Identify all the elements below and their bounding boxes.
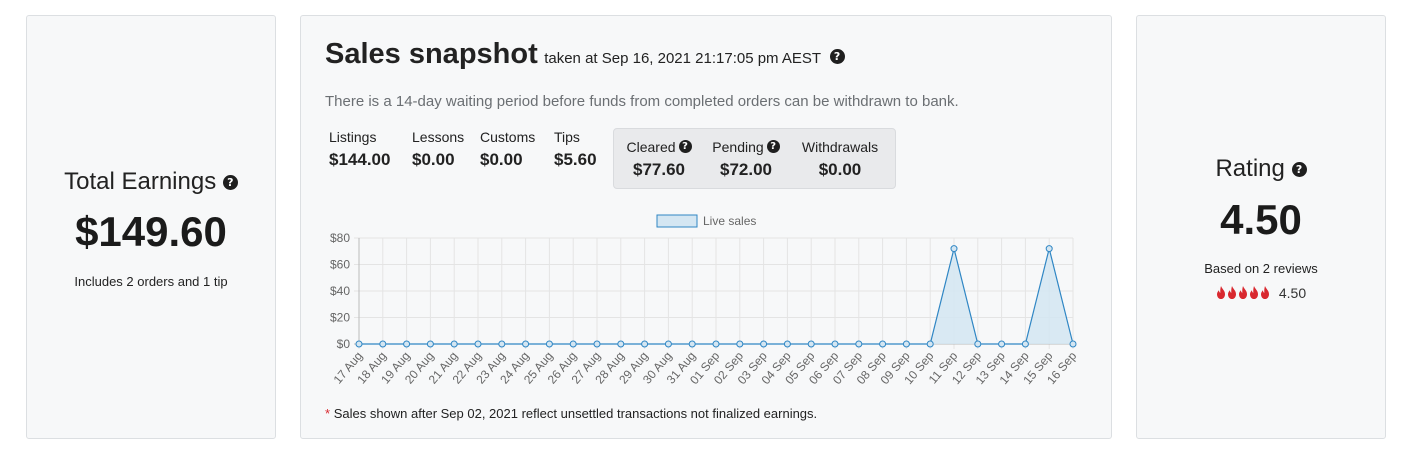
stat-tips: Tips $5.60 bbox=[554, 129, 597, 170]
rating-stars: 4.50 bbox=[1137, 285, 1385, 301]
stat-cleared: Cleared? $77.60 bbox=[623, 139, 695, 180]
flame-icon bbox=[1249, 286, 1258, 299]
snapshot-timestamp: taken at Sep 16, 2021 21:17:05 pm AEST bbox=[544, 50, 822, 67]
data-point bbox=[641, 340, 649, 348]
flame-icon bbox=[1238, 286, 1247, 299]
stat-label: Withdrawals bbox=[801, 139, 879, 155]
stat-value: $77.60 bbox=[633, 160, 685, 179]
help-icon[interactable]: ? bbox=[766, 139, 780, 153]
stat-label: Tips bbox=[554, 129, 580, 145]
stat-label: Cleared bbox=[626, 139, 676, 155]
flame-icon bbox=[1260, 286, 1269, 299]
stat-value: $144.00 bbox=[329, 150, 391, 169]
data-point bbox=[688, 340, 696, 348]
help-icon[interactable]: ? bbox=[678, 139, 692, 153]
rating-card: Rating ? 4.50 Based on 2 reviews 4.50 bbox=[1136, 15, 1386, 439]
y-tick-label: $20 bbox=[330, 311, 350, 325]
data-point bbox=[855, 340, 863, 348]
data-point bbox=[974, 340, 982, 348]
stat-value: $0.00 bbox=[818, 160, 862, 179]
help-icon[interactable]: ? bbox=[1291, 162, 1307, 178]
data-point bbox=[617, 340, 625, 348]
data-point bbox=[760, 340, 768, 348]
sales-footnote: * Sales shown after Sep 02, 2021 reflect… bbox=[325, 406, 817, 421]
total-earnings-card: Total Earnings ? $149.60 Includes 2 orde… bbox=[26, 15, 276, 439]
sales-snapshot-title: Sales snapshot bbox=[325, 38, 538, 70]
flame-icon bbox=[1216, 286, 1225, 299]
data-point bbox=[712, 340, 720, 348]
sales-snapshot-card: Sales snapshot taken at Sep 16, 2021 21:… bbox=[300, 15, 1112, 439]
y-tick-label: $40 bbox=[330, 284, 350, 298]
legend-swatch bbox=[656, 214, 698, 228]
total-earnings-amount: $149.60 bbox=[75, 208, 227, 255]
stat-value: $0.00 bbox=[480, 150, 523, 169]
data-point bbox=[783, 340, 791, 348]
data-point bbox=[831, 340, 839, 348]
stat-pending: Pending? $72.00 bbox=[710, 139, 782, 180]
stat-label: Pending bbox=[712, 139, 764, 155]
rating-heading: Rating ? bbox=[1137, 155, 1385, 183]
total-earnings-subtitle: Includes 2 orders and 1 tip bbox=[74, 274, 228, 289]
total-earnings-heading: Total Earnings ? bbox=[27, 168, 275, 196]
data-point bbox=[474, 340, 482, 348]
data-point bbox=[498, 340, 506, 348]
data-point bbox=[998, 340, 1006, 348]
rating-value: 4.50 bbox=[1220, 196, 1302, 243]
stat-value: $72.00 bbox=[720, 160, 772, 179]
data-point bbox=[950, 245, 958, 253]
data-point bbox=[1045, 245, 1053, 253]
data-point bbox=[1069, 340, 1077, 348]
flame-icon bbox=[1227, 286, 1236, 299]
data-point bbox=[879, 340, 887, 348]
waiting-period-notice: There is a 14-day waiting period before … bbox=[325, 93, 959, 110]
data-point bbox=[1021, 340, 1029, 348]
footnote-asterisk: * bbox=[325, 406, 331, 421]
data-point bbox=[736, 340, 744, 348]
stat-lessons: Lessons $0.00 bbox=[412, 129, 464, 170]
flame-rating bbox=[1216, 285, 1271, 301]
stat-label-row: Pending? bbox=[710, 139, 782, 155]
stat-withdrawals: Withdrawals $0.00 bbox=[798, 139, 882, 180]
total-earnings-title: Total Earnings bbox=[64, 168, 217, 195]
y-tick-label: $60 bbox=[330, 258, 350, 272]
data-point bbox=[545, 340, 553, 348]
data-point bbox=[355, 340, 363, 348]
data-point bbox=[569, 340, 577, 348]
y-tick-label: $80 bbox=[330, 231, 350, 245]
stat-label: Customs bbox=[480, 129, 536, 145]
data-point bbox=[522, 340, 530, 348]
rating-stars-value: 4.50 bbox=[1278, 285, 1307, 301]
stat-customs: Customs $0.00 bbox=[480, 129, 535, 170]
legend-label: Live sales bbox=[703, 214, 756, 228]
data-point bbox=[926, 340, 934, 348]
stat-label: Listings bbox=[329, 129, 377, 145]
data-point bbox=[379, 340, 387, 348]
footnote-text: Sales shown after Sep 02, 2021 reflect u… bbox=[333, 406, 818, 421]
sales-snapshot-heading: Sales snapshot taken at Sep 16, 2021 21:… bbox=[325, 38, 845, 71]
data-point bbox=[403, 340, 411, 348]
stat-label-row: Cleared? bbox=[623, 139, 695, 155]
review-count: Based on 2 reviews bbox=[1204, 261, 1318, 276]
data-point bbox=[450, 340, 458, 348]
stat-value: $5.60 bbox=[554, 150, 597, 169]
data-point bbox=[902, 340, 910, 348]
stat-value: $0.00 bbox=[412, 150, 455, 169]
stat-listings: Listings $144.00 bbox=[329, 129, 390, 170]
data-point bbox=[593, 340, 601, 348]
stat-label: Lessons bbox=[412, 129, 465, 145]
data-point bbox=[807, 340, 815, 348]
help-icon[interactable]: ? bbox=[222, 175, 238, 191]
y-tick-label: $0 bbox=[337, 337, 351, 351]
data-point bbox=[664, 340, 672, 348]
help-icon[interactable]: ? bbox=[829, 49, 845, 65]
data-point bbox=[426, 340, 434, 348]
balance-box: Cleared? $77.60 Pending? $72.00 Withdraw… bbox=[613, 128, 896, 189]
rating-title: Rating bbox=[1215, 155, 1285, 182]
